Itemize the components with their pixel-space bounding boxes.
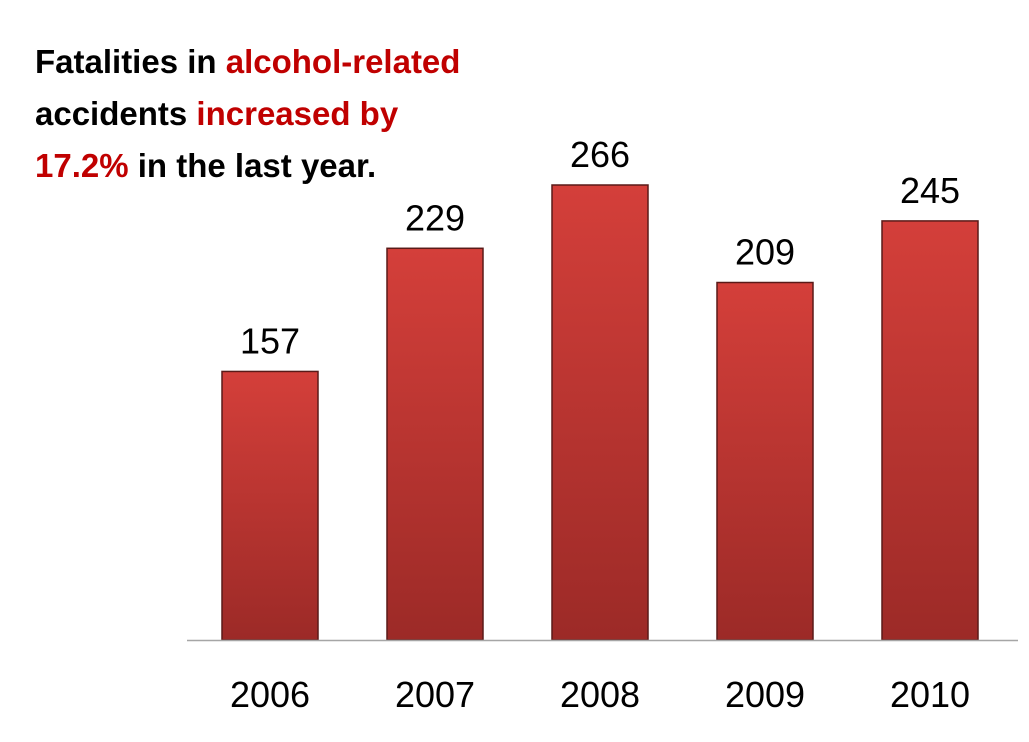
x-tick-label-2010: 2010 [890, 674, 970, 715]
headline-highlight-3: 17.2% [35, 147, 129, 184]
bar-2010 [881, 220, 979, 641]
value-label-2009: 209 [735, 232, 795, 273]
value-label-2007: 229 [405, 197, 465, 238]
x-tick-label-2007: 2007 [395, 674, 475, 715]
x-tick-label-2009: 2009 [725, 674, 805, 715]
headline-highlight-1: alcohol-related [225, 43, 461, 80]
headline-text-1: Fatalities in [35, 43, 226, 80]
bar-2006 [221, 370, 319, 641]
bars-group [221, 184, 979, 641]
value-label-2010: 245 [900, 170, 960, 211]
headline-text-3: in the last year. [128, 147, 377, 184]
chart-headline: Fatalities in alcohol-related accidents i… [35, 36, 555, 192]
x-tick-label-2008: 2008 [560, 674, 640, 715]
labels-group: 157 2006 229 2007 266 2008 209 2009 245 2010 [230, 134, 970, 715]
value-label-2008: 266 [570, 134, 630, 175]
bar-2009 [716, 281, 814, 641]
headline-highlight-2: increased by [196, 95, 399, 132]
bar-2008 [551, 184, 649, 641]
value-label-2006: 157 [240, 320, 300, 361]
headline-text-2: accidents [35, 95, 197, 132]
x-tick-label-2006: 2006 [230, 674, 310, 715]
bar-2007 [386, 247, 484, 641]
